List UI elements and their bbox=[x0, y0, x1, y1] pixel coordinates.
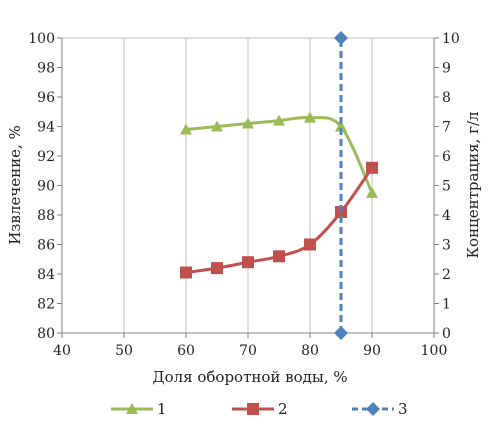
right-axis-tick-labels: 0 1 2 3 4 5 6 7 8 9 10 bbox=[442, 31, 460, 342]
series-2-point-2 bbox=[242, 256, 254, 269]
x-axis-tick-labels: 40 50 60 70 80 90 100 bbox=[53, 343, 447, 359]
series-2-point-0 bbox=[180, 266, 192, 279]
legend-marker-2 bbox=[247, 403, 259, 415]
tick-label-right-10: 10 bbox=[442, 31, 460, 47]
tick-label-x-70: 70 bbox=[239, 343, 257, 359]
tick-label-left-84: 84 bbox=[37, 267, 55, 283]
tick-label-x-50: 50 bbox=[115, 343, 133, 359]
tick-label-x-60: 60 bbox=[177, 343, 195, 359]
tick-label-x-90: 90 bbox=[363, 343, 381, 359]
tick-label-x-100: 100 bbox=[421, 343, 448, 359]
series-2 bbox=[180, 161, 378, 279]
legend-item-2: 2 bbox=[232, 400, 288, 418]
legend: 1 2 3 bbox=[111, 400, 408, 418]
series-3-point-1 bbox=[334, 31, 348, 45]
series-3-point-0 bbox=[334, 326, 348, 340]
tick-label-left-92: 92 bbox=[37, 149, 55, 165]
grid-lines bbox=[61, 38, 435, 333]
series-1-point-2 bbox=[242, 117, 254, 129]
series-2-point-3 bbox=[273, 250, 285, 263]
series bbox=[180, 31, 378, 340]
series-1-point-3 bbox=[273, 114, 285, 126]
series-1-point-1 bbox=[211, 120, 223, 132]
tick-label-right-8: 8 bbox=[442, 90, 451, 106]
legend-marker-3 bbox=[366, 402, 380, 416]
axes bbox=[57, 37, 439, 338]
series-2-point-4 bbox=[304, 238, 316, 251]
series-2-point-6 bbox=[366, 161, 378, 174]
legend-label-1: 1 bbox=[157, 400, 167, 418]
tick-label-left-80: 80 bbox=[37, 326, 55, 342]
tick-label-x-80: 80 bbox=[301, 343, 319, 359]
tick-label-right-7: 7 bbox=[442, 120, 451, 136]
tick-label-right-4: 4 bbox=[442, 208, 451, 224]
series-2-point-1 bbox=[211, 262, 223, 275]
series-3 bbox=[334, 31, 348, 340]
legend-label-3: 3 bbox=[398, 400, 408, 418]
tick-label-right-6: 6 bbox=[442, 149, 451, 165]
y-axis-left-label: Извлечение, % bbox=[6, 125, 24, 245]
legend-label-2: 2 bbox=[278, 400, 288, 418]
series-2-point-5 bbox=[335, 206, 347, 219]
x-axis-label: Доля оборотной воды, % bbox=[152, 368, 347, 386]
tick-label-left-86: 86 bbox=[37, 238, 55, 254]
tick-label-left-98: 98 bbox=[37, 61, 55, 77]
legend-item-1: 1 bbox=[111, 400, 167, 418]
legend-item-3: 3 bbox=[352, 400, 408, 418]
tick-label-left-90: 90 bbox=[37, 179, 55, 195]
series-1-point-6 bbox=[366, 186, 378, 198]
tick-label-left-94: 94 bbox=[37, 120, 55, 136]
tick-label-left-88: 88 bbox=[37, 208, 55, 224]
tick-label-right-5: 5 bbox=[442, 179, 451, 195]
tick-label-left-82: 82 bbox=[37, 297, 55, 313]
legend-marker-1 bbox=[126, 403, 138, 414]
series-1-point-0 bbox=[180, 123, 192, 135]
series-1 bbox=[180, 111, 378, 198]
tick-label-x-40: 40 bbox=[53, 343, 71, 359]
y-axis-right-label: Концентрация, г/л bbox=[464, 111, 482, 258]
tick-label-right-0: 0 bbox=[442, 326, 451, 342]
tick-label-right-1: 1 bbox=[442, 297, 451, 313]
left-axis-tick-labels: 80 82 84 86 88 90 92 94 96 98 100 bbox=[28, 31, 55, 342]
series-1-point-5 bbox=[335, 120, 347, 132]
series-1-point-4 bbox=[304, 111, 316, 123]
tick-label-left-100: 100 bbox=[28, 31, 55, 47]
tick-label-right-3: 3 bbox=[442, 238, 451, 254]
tick-label-right-2: 2 bbox=[442, 267, 451, 283]
tick-label-right-9: 9 bbox=[442, 61, 451, 77]
tick-label-left-96: 96 bbox=[37, 90, 55, 106]
